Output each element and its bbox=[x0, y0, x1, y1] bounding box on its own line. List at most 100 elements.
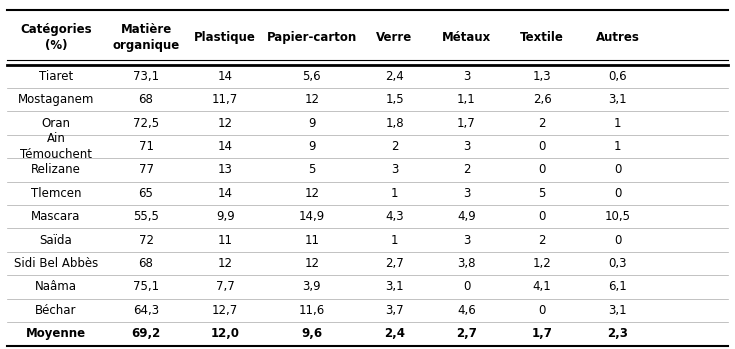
Text: 12: 12 bbox=[304, 93, 319, 106]
Text: Relizane: Relizane bbox=[31, 163, 81, 176]
Text: 3: 3 bbox=[463, 140, 470, 153]
Text: Papier-carton: Papier-carton bbox=[267, 31, 356, 44]
Text: 9: 9 bbox=[308, 140, 315, 153]
Text: Mascara: Mascara bbox=[32, 210, 81, 223]
Text: 2,4: 2,4 bbox=[385, 70, 404, 83]
Text: 1,5: 1,5 bbox=[385, 93, 404, 106]
Text: 3: 3 bbox=[463, 234, 470, 247]
Text: 7,7: 7,7 bbox=[216, 281, 234, 294]
Text: 2: 2 bbox=[391, 140, 398, 153]
Text: 2: 2 bbox=[463, 163, 470, 176]
Text: 2: 2 bbox=[539, 117, 546, 129]
Text: 1,7: 1,7 bbox=[531, 327, 553, 340]
Text: 2,3: 2,3 bbox=[607, 327, 628, 340]
Text: 3,1: 3,1 bbox=[385, 281, 404, 294]
Text: 0: 0 bbox=[539, 210, 546, 223]
Text: 13: 13 bbox=[218, 163, 233, 176]
Text: Mostaganem: Mostaganem bbox=[18, 93, 94, 106]
Text: 3: 3 bbox=[391, 163, 398, 176]
Text: 1: 1 bbox=[391, 187, 398, 200]
Text: Ain
Témouchent: Ain Témouchent bbox=[20, 132, 92, 161]
Text: Saïda: Saïda bbox=[40, 234, 72, 247]
Text: Béchar: Béchar bbox=[35, 304, 76, 317]
Text: 3,1: 3,1 bbox=[609, 304, 627, 317]
Text: Moyenne: Moyenne bbox=[26, 327, 86, 340]
Text: 1,1: 1,1 bbox=[457, 93, 476, 106]
Text: 3,8: 3,8 bbox=[457, 257, 476, 270]
Text: 64,3: 64,3 bbox=[133, 304, 159, 317]
Text: 3,7: 3,7 bbox=[385, 304, 404, 317]
Text: 3,1: 3,1 bbox=[609, 93, 627, 106]
Text: 0: 0 bbox=[539, 304, 546, 317]
Text: 4,1: 4,1 bbox=[533, 281, 551, 294]
Text: Tlemcen: Tlemcen bbox=[31, 187, 82, 200]
Text: 14: 14 bbox=[218, 140, 233, 153]
Text: 0,6: 0,6 bbox=[609, 70, 627, 83]
Text: 72,5: 72,5 bbox=[133, 117, 159, 129]
Text: 14: 14 bbox=[218, 187, 233, 200]
Text: 12: 12 bbox=[218, 117, 233, 129]
Text: Catégories
(%): Catégories (%) bbox=[20, 23, 92, 52]
Text: 5: 5 bbox=[308, 163, 315, 176]
Text: 0: 0 bbox=[614, 163, 622, 176]
Text: 75,1: 75,1 bbox=[133, 281, 159, 294]
Text: 1: 1 bbox=[614, 117, 622, 129]
Text: 1,2: 1,2 bbox=[533, 257, 551, 270]
Text: 3: 3 bbox=[463, 187, 470, 200]
Text: 14: 14 bbox=[218, 70, 233, 83]
Text: Sidi Bel Abbès: Sidi Bel Abbès bbox=[14, 257, 98, 270]
Text: Tiaret: Tiaret bbox=[39, 70, 73, 83]
Text: 11: 11 bbox=[218, 234, 233, 247]
Text: 0: 0 bbox=[614, 187, 622, 200]
Text: 0: 0 bbox=[539, 163, 546, 176]
Text: 0: 0 bbox=[539, 140, 546, 153]
Text: 9,9: 9,9 bbox=[216, 210, 234, 223]
Text: 12,7: 12,7 bbox=[212, 304, 238, 317]
Text: 11: 11 bbox=[304, 234, 319, 247]
Text: Oran: Oran bbox=[41, 117, 71, 129]
Text: 3: 3 bbox=[463, 70, 470, 83]
Text: 1: 1 bbox=[391, 234, 398, 247]
Text: 4,3: 4,3 bbox=[385, 210, 404, 223]
Text: 9,6: 9,6 bbox=[301, 327, 322, 340]
Text: 12: 12 bbox=[218, 257, 233, 270]
Text: 0: 0 bbox=[614, 234, 622, 247]
Text: 11,6: 11,6 bbox=[298, 304, 325, 317]
Text: 69,2: 69,2 bbox=[132, 327, 161, 340]
Text: 68: 68 bbox=[139, 257, 154, 270]
Text: 55,5: 55,5 bbox=[133, 210, 159, 223]
Text: 2,7: 2,7 bbox=[385, 257, 404, 270]
Text: Autres: Autres bbox=[596, 31, 639, 44]
Text: 2,4: 2,4 bbox=[384, 327, 405, 340]
Text: Matière
organique: Matière organique bbox=[112, 23, 179, 52]
Text: 3,9: 3,9 bbox=[302, 281, 321, 294]
Text: Plastique: Plastique bbox=[194, 31, 257, 44]
Text: Métaux: Métaux bbox=[442, 31, 491, 44]
Text: 71: 71 bbox=[138, 140, 154, 153]
Text: 9: 9 bbox=[308, 117, 315, 129]
Text: Textile: Textile bbox=[520, 31, 564, 44]
Text: 5: 5 bbox=[539, 187, 546, 200]
Text: 65: 65 bbox=[139, 187, 154, 200]
Text: 5,6: 5,6 bbox=[302, 70, 321, 83]
Text: 72: 72 bbox=[138, 234, 154, 247]
Text: 2,7: 2,7 bbox=[456, 327, 477, 340]
Text: Naâma: Naâma bbox=[35, 281, 77, 294]
Text: 4,6: 4,6 bbox=[457, 304, 476, 317]
Text: 1,8: 1,8 bbox=[385, 117, 404, 129]
Text: 11,7: 11,7 bbox=[212, 93, 238, 106]
Text: 14,9: 14,9 bbox=[298, 210, 325, 223]
Text: 2,6: 2,6 bbox=[533, 93, 551, 106]
Text: 77: 77 bbox=[138, 163, 154, 176]
Text: 4,9: 4,9 bbox=[457, 210, 476, 223]
Text: 6,1: 6,1 bbox=[609, 281, 627, 294]
Text: 1: 1 bbox=[614, 140, 622, 153]
Text: 12: 12 bbox=[304, 187, 319, 200]
Text: Verre: Verre bbox=[376, 31, 412, 44]
Text: 2: 2 bbox=[539, 234, 546, 247]
Text: 68: 68 bbox=[139, 93, 154, 106]
Text: 12,0: 12,0 bbox=[211, 327, 240, 340]
Text: 0: 0 bbox=[463, 281, 470, 294]
Text: 10,5: 10,5 bbox=[605, 210, 631, 223]
Text: 1,7: 1,7 bbox=[457, 117, 476, 129]
